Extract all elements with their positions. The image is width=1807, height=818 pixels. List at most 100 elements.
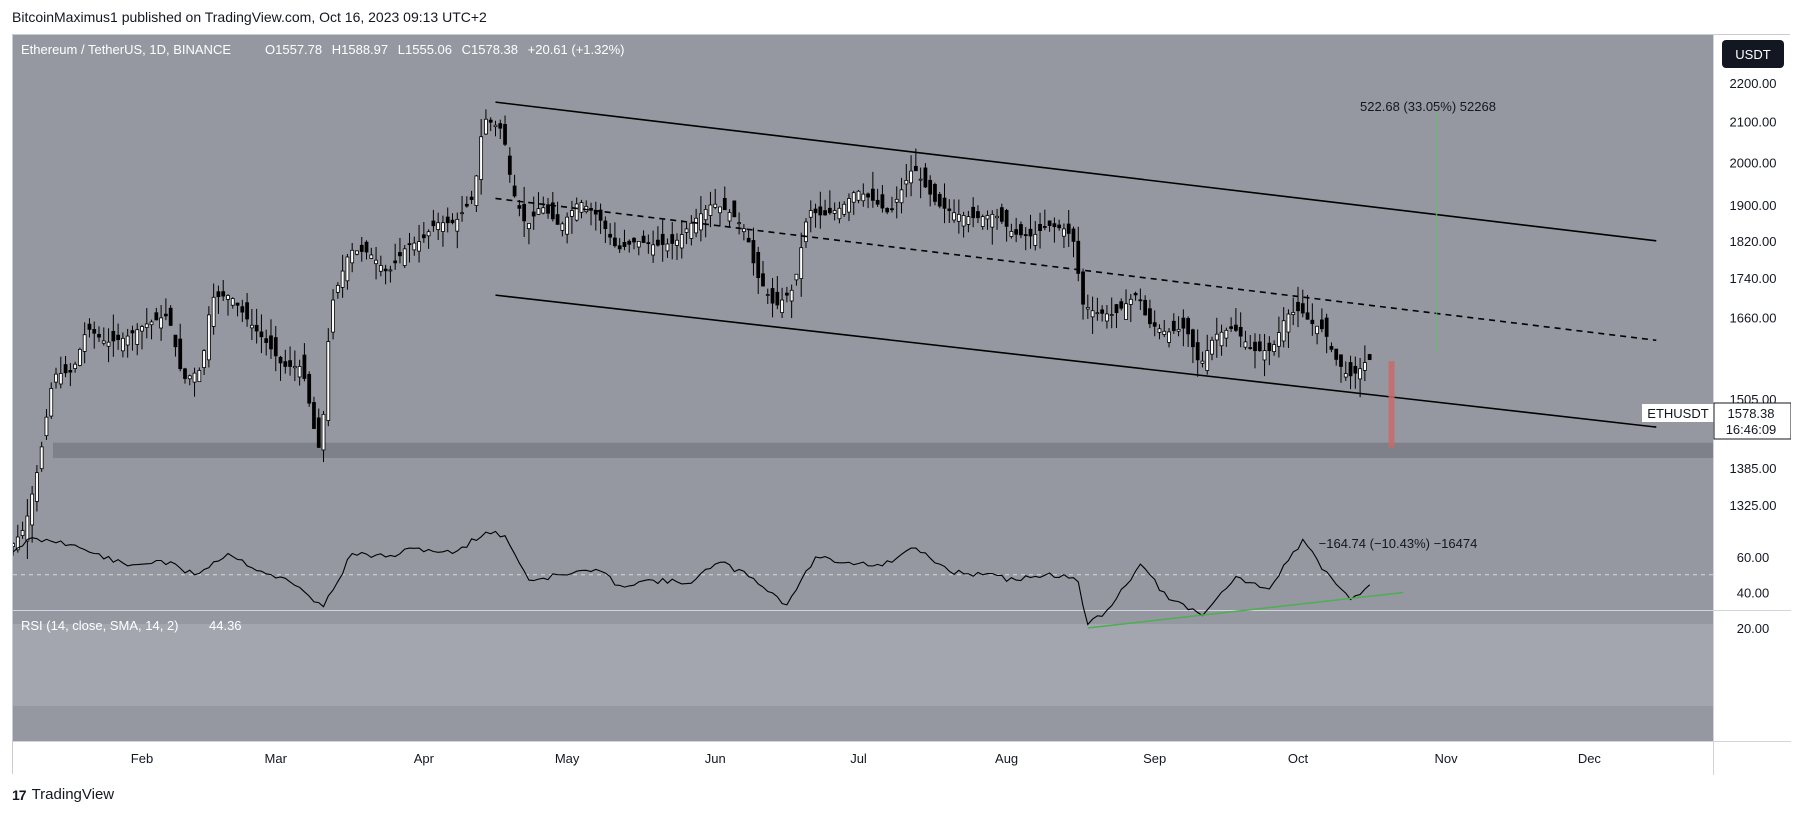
candle[interactable]: [493, 120, 498, 137]
candle[interactable]: [541, 196, 546, 215]
candle[interactable]: [164, 298, 168, 321]
candle[interactable]: [245, 293, 249, 327]
candle[interactable]: [522, 186, 527, 238]
candle[interactable]: [1300, 289, 1305, 318]
candle[interactable]: [1291, 297, 1296, 326]
candle[interactable]: [436, 212, 441, 241]
candle[interactable]: [531, 196, 536, 230]
candle[interactable]: [316, 408, 321, 449]
price-axis[interactable]: [1714, 35, 1791, 610]
candle[interactable]: [82, 322, 87, 364]
candle[interactable]: [407, 232, 412, 263]
candle[interactable]: [111, 314, 116, 357]
candle[interactable]: [331, 289, 335, 340]
candle[interactable]: [302, 343, 307, 382]
candle[interactable]: [1128, 293, 1133, 323]
candle[interactable]: [1023, 227, 1028, 251]
candle[interactable]: [1339, 354, 1343, 383]
candle[interactable]: [617, 238, 622, 253]
candle[interactable]: [579, 199, 584, 219]
candle[interactable]: [1229, 317, 1234, 332]
candle[interactable]: [441, 215, 445, 247]
measure-down-bar[interactable]: [1388, 361, 1395, 448]
candle[interactable]: [87, 318, 92, 338]
candle[interactable]: [484, 109, 488, 136]
candle[interactable]: [1171, 313, 1176, 334]
candle[interactable]: [1238, 312, 1243, 348]
candle[interactable]: [240, 299, 245, 323]
candle[interactable]: [1272, 340, 1276, 356]
candle[interactable]: [412, 236, 417, 256]
candle[interactable]: [345, 253, 350, 290]
candle[interactable]: [909, 155, 913, 197]
candle[interactable]: [235, 302, 240, 317]
candle[interactable]: [636, 240, 641, 256]
candle[interactable]: [651, 230, 656, 263]
candle[interactable]: [555, 201, 560, 225]
candle[interactable]: [288, 346, 292, 376]
footer[interactable]: 17 TradingView: [12, 786, 114, 803]
candle[interactable]: [985, 210, 990, 230]
candle[interactable]: [340, 254, 345, 298]
candle[interactable]: [1152, 310, 1157, 337]
candle[interactable]: [1157, 324, 1162, 340]
candle[interactable]: [49, 382, 54, 419]
candle[interactable]: [1143, 295, 1148, 316]
candle[interactable]: [273, 326, 278, 372]
candle[interactable]: [756, 246, 761, 294]
candle[interactable]: [713, 188, 718, 210]
candle[interactable]: [1214, 317, 1219, 358]
candle[interactable]: [211, 283, 216, 335]
candle[interactable]: [727, 209, 732, 227]
candle[interactable]: [445, 207, 450, 233]
candle[interactable]: [460, 195, 464, 222]
candle[interactable]: [92, 321, 97, 349]
candle[interactable]: [847, 193, 851, 222]
candle[interactable]: [68, 363, 73, 387]
candle[interactable]: [589, 202, 593, 226]
candle[interactable]: [880, 185, 885, 213]
candle[interactable]: [1042, 209, 1047, 231]
candle[interactable]: [1343, 361, 1348, 381]
candle[interactable]: [1062, 223, 1066, 249]
candle[interactable]: [627, 239, 632, 253]
candle[interactable]: [718, 206, 722, 227]
candle[interactable]: [570, 200, 574, 234]
candle[interactable]: [283, 349, 288, 374]
candle[interactable]: [670, 222, 675, 260]
candle[interactable]: [249, 308, 254, 341]
candle[interactable]: [307, 371, 312, 407]
candle[interactable]: [1138, 288, 1143, 311]
candle[interactable]: [450, 213, 455, 225]
candle[interactable]: [78, 347, 82, 367]
candle[interactable]: [527, 223, 531, 245]
candle[interactable]: [976, 205, 980, 224]
candle[interactable]: [426, 229, 431, 249]
candle[interactable]: [30, 485, 35, 543]
currency-badge[interactable]: [1722, 40, 1784, 68]
candle[interactable]: [1320, 308, 1324, 333]
symbol-tag[interactable]: [1642, 404, 1714, 422]
candle[interactable]: [1052, 217, 1057, 243]
candle[interactable]: [39, 441, 44, 472]
candle[interactable]: [264, 329, 269, 356]
candle[interactable]: [312, 396, 316, 429]
candle[interactable]: [1262, 333, 1267, 377]
candle[interactable]: [603, 216, 608, 244]
candle[interactable]: [58, 356, 63, 389]
candle[interactable]: [431, 209, 436, 232]
candle[interactable]: [1009, 223, 1014, 239]
candle[interactable]: [1186, 316, 1191, 347]
candle[interactable]: [488, 117, 493, 132]
candle[interactable]: [1114, 303, 1119, 329]
channel-lower-line[interactable]: [495, 294, 1657, 428]
candle[interactable]: [388, 265, 393, 283]
candle[interactable]: [421, 221, 426, 243]
candle[interactable]: [1315, 325, 1319, 345]
candle[interactable]: [168, 305, 173, 327]
candle[interactable]: [818, 191, 823, 229]
candle[interactable]: [1119, 298, 1124, 311]
candle[interactable]: [192, 367, 197, 397]
candle[interactable]: [35, 465, 39, 512]
candle[interactable]: [1090, 296, 1095, 334]
